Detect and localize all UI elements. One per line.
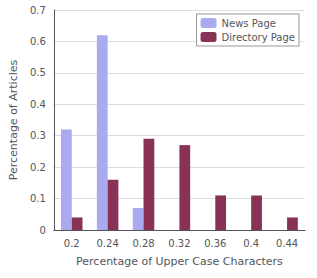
svg-text:0.44: 0.44 (276, 238, 298, 249)
svg-text:0: 0 (39, 225, 45, 236)
svg-text:0.32: 0.32 (168, 238, 190, 249)
svg-text:Percentage of Articles: Percentage of Articles (7, 59, 20, 180)
svg-text:0.7: 0.7 (30, 5, 46, 16)
svg-text:0.4: 0.4 (243, 238, 259, 249)
svg-text:0.24: 0.24 (96, 238, 118, 249)
svg-text:0.3: 0.3 (30, 130, 46, 141)
svg-text:News Page: News Page (222, 18, 276, 29)
svg-text:0.36: 0.36 (204, 238, 226, 249)
svg-text:0.2: 0.2 (64, 238, 80, 249)
svg-text:0.2: 0.2 (30, 162, 46, 173)
svg-text:0.1: 0.1 (30, 193, 46, 204)
svg-text:0.4: 0.4 (30, 99, 46, 110)
svg-text:Directory Page: Directory Page (222, 32, 295, 43)
svg-text:0.6: 0.6 (30, 36, 46, 47)
svg-text:0.5: 0.5 (30, 67, 46, 78)
svg-text:Percentage of Upper Case Chara: Percentage of Upper Case Characters (76, 255, 283, 268)
svg-text:0.28: 0.28 (132, 238, 154, 249)
